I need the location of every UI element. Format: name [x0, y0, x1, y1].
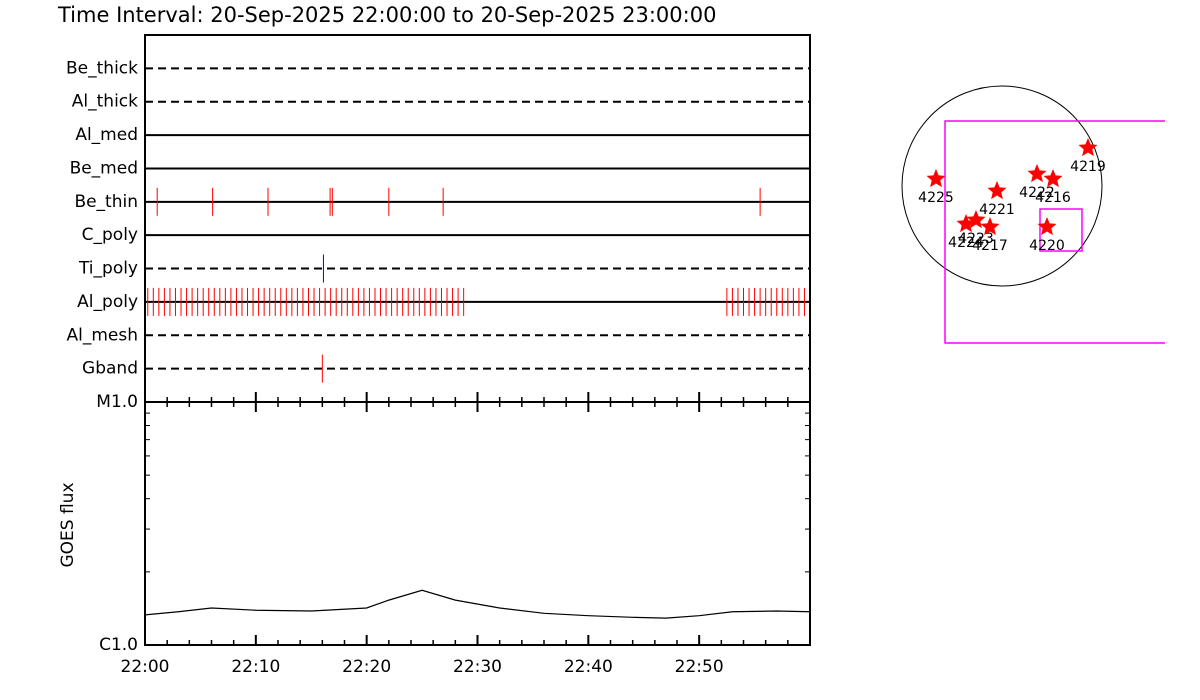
row-label: Al_thick [72, 92, 138, 112]
row-label: Be_thin [74, 192, 138, 212]
row-label: Al_poly [77, 292, 138, 312]
flux-line [144, 589, 811, 619]
region-star [1037, 217, 1057, 236]
region-star [1043, 169, 1063, 188]
region-label: 4225 [918, 190, 954, 206]
region-label: 4224 [948, 235, 984, 251]
region-label: 4217 [972, 238, 1008, 254]
x-tick-label: 22:40 [564, 657, 613, 677]
region-star [980, 217, 1000, 236]
fov-box [1039, 208, 1083, 252]
x-tick-label: 22:10 [231, 657, 280, 677]
x-tick-label: 22:20 [342, 657, 391, 677]
panel-frame [144, 401, 811, 646]
region-star [1078, 138, 1098, 157]
row-label: Be_med [70, 158, 138, 178]
region-label: 4221 [979, 202, 1015, 218]
chart-title: Time Interval: 20-Sep-2025 22:00:00 to 2… [57, 3, 716, 27]
x-tick-label: 22:00 [121, 657, 170, 677]
solar-disk [901, 85, 1103, 287]
region-star [926, 169, 946, 188]
row-label: Be_thick [66, 58, 138, 78]
region-star [987, 181, 1007, 200]
row-label: Gband [82, 359, 138, 379]
panel-frame [144, 34, 811, 403]
region-star [1027, 164, 1047, 183]
row-label: Ti_poly [78, 259, 138, 279]
y-tick-label: C1.0 [99, 635, 138, 655]
row-label: Al_mesh [66, 325, 138, 345]
row-label: Al_med [75, 125, 138, 145]
region-label: 4219 [1070, 159, 1106, 175]
region-label: 4223 [958, 231, 994, 247]
y-tick-label: M1.0 [96, 392, 138, 412]
x-tick-label: 22:30 [453, 657, 502, 677]
row-label: C_poly [82, 225, 138, 245]
x-tick-label: 22:50 [675, 657, 724, 677]
region-star [966, 210, 986, 229]
fov-box [944, 120, 1165, 344]
y-axis-label: GOES flux [58, 482, 78, 567]
region-label: 4220 [1029, 238, 1065, 254]
region-label: 4222 [1019, 185, 1055, 201]
region-label: 4216 [1035, 190, 1071, 206]
